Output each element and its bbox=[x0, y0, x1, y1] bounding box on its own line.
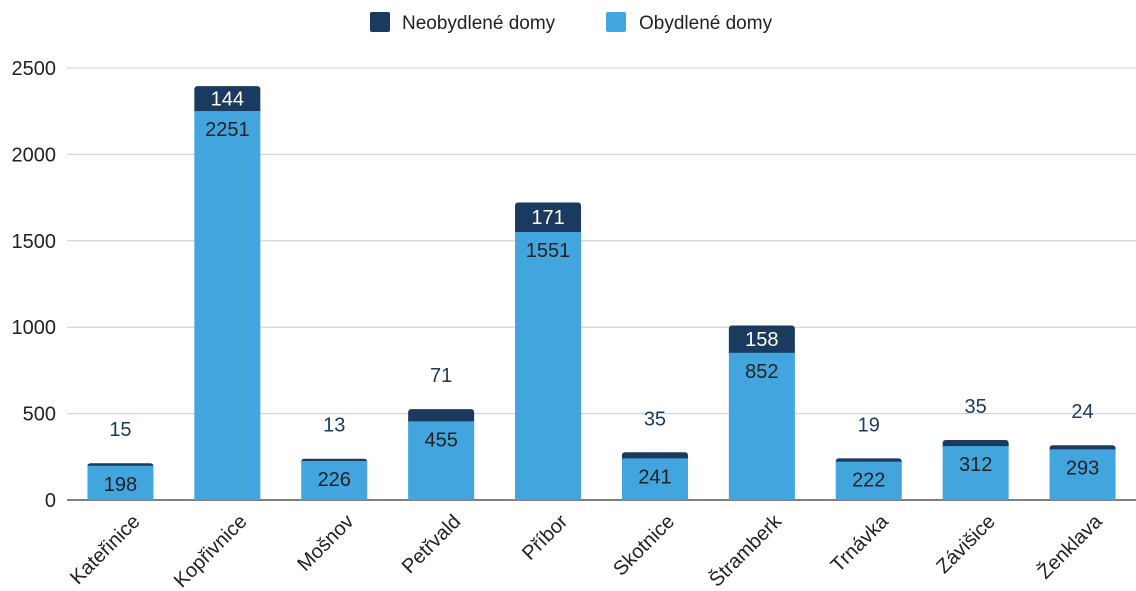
bar-segment-neobydlene bbox=[194, 86, 261, 116]
data-label-obydlene: 312 bbox=[959, 454, 992, 476]
bar-segment-obydlene bbox=[408, 421, 475, 500]
legend-swatch bbox=[370, 12, 390, 32]
data-label-neobydlene: 158 bbox=[745, 329, 778, 351]
data-label-neobydlene: 35 bbox=[965, 396, 987, 418]
x-category-label: Štramberk bbox=[704, 509, 786, 591]
bar-segment-obydlene bbox=[515, 231, 582, 501]
data-label-neobydlene: 15 bbox=[109, 419, 131, 441]
bar-segment-neobydlene bbox=[515, 202, 582, 236]
x-axis: Kateřinice Kopřivnice Mošnov Petřvald Příbor… bbox=[66, 509, 1107, 591]
data-label-neobydlene: 24 bbox=[1071, 401, 1093, 423]
legend: Neobydlené domy Obydlené domy bbox=[370, 12, 773, 34]
bar-segment-obydlene bbox=[87, 465, 154, 500]
x-category-label: Kateřinice bbox=[66, 511, 144, 589]
y-tick-label: 2500 bbox=[12, 58, 57, 80]
data-label-obydlene: 455 bbox=[424, 429, 457, 451]
bars bbox=[87, 86, 1116, 501]
y-tick-label: 1000 bbox=[12, 317, 57, 339]
x-category-label: Kopřivnice bbox=[170, 511, 252, 591]
data-labels: 198 15 2251 144 226 13 455 71 1551 171 241 35 852 158… bbox=[104, 89, 1099, 496]
x-category-label: Příbor bbox=[518, 510, 572, 564]
bar-segment-obydlene bbox=[301, 460, 368, 500]
bar-segment-neobydlene bbox=[728, 325, 795, 357]
legend-label: Neobydlené domy bbox=[402, 13, 556, 34]
data-label-obydlene: 2251 bbox=[205, 119, 250, 141]
x-category-label: Skotnice bbox=[609, 511, 679, 581]
x-category-label: Petřvald bbox=[398, 511, 465, 578]
legend-swatch bbox=[606, 12, 626, 32]
data-label-neobydlene: 171 bbox=[531, 207, 564, 229]
y-axis: 0 500 1000 1500 2000 2500 bbox=[12, 58, 57, 512]
data-label-obydlene: 198 bbox=[104, 474, 137, 496]
data-label-obydlene: 241 bbox=[638, 466, 671, 488]
bar-segment-obydlene bbox=[835, 461, 902, 500]
bar-segment-obydlene bbox=[194, 111, 261, 501]
data-label-neobydlene: 144 bbox=[211, 89, 244, 111]
data-label-neobydlene: 71 bbox=[430, 365, 452, 387]
data-label-obydlene: 226 bbox=[318, 469, 351, 491]
data-label-obydlene: 852 bbox=[745, 361, 778, 383]
data-label-obydlene: 293 bbox=[1066, 457, 1099, 479]
bar-segment-obydlene bbox=[728, 352, 795, 500]
bar-segment-neobydlene bbox=[408, 409, 475, 426]
y-tick-label: 1500 bbox=[12, 231, 57, 253]
y-tick-label: 2000 bbox=[12, 144, 57, 166]
x-category-label: Mošnov bbox=[293, 511, 358, 576]
x-category-label: Závišice bbox=[932, 511, 999, 578]
x-category-label: Trnávka bbox=[827, 510, 894, 577]
data-label-obydlene: 1551 bbox=[526, 240, 571, 262]
bar-segment-obydlene bbox=[621, 458, 688, 500]
bar-segment-obydlene bbox=[1049, 449, 1116, 500]
data-label-obydlene: 222 bbox=[852, 470, 885, 492]
x-category-label: Ženklava bbox=[1033, 509, 1107, 583]
data-label-neobydlene: 13 bbox=[323, 415, 345, 437]
legend-label: Obydlené domy bbox=[639, 13, 773, 34]
y-tick-label: 0 bbox=[45, 490, 56, 512]
data-label-neobydlene: 19 bbox=[858, 414, 880, 436]
y-tick-label: 500 bbox=[23, 404, 56, 426]
bar-segment-obydlene bbox=[942, 446, 1009, 500]
data-label-neobydlene: 35 bbox=[644, 408, 666, 430]
